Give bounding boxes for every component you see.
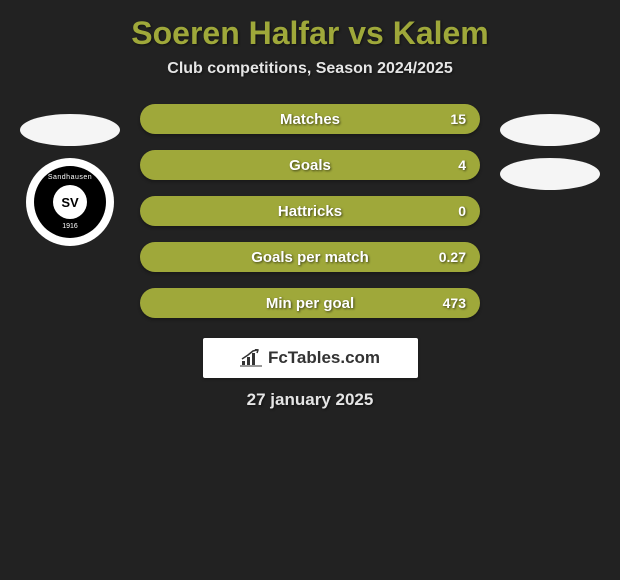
chart-icon <box>240 349 262 367</box>
player-left-column: Sandhausen SV 1916 <box>20 104 120 246</box>
stat-row-goals: Goals 4 <box>140 150 480 180</box>
page-title: Soeren Halfar vs Kalem <box>0 15 620 52</box>
stat-row-matches: Matches 15 <box>140 104 480 134</box>
stats-container: Matches 15 Goals 4 Hattricks 0 Goals per… <box>140 104 480 318</box>
badge-text-bottom: 1916 <box>62 223 78 230</box>
badge-text-top: Sandhausen <box>48 174 92 181</box>
stat-value-right: 473 <box>443 295 466 311</box>
fctables-logo[interactable]: FcTables.com <box>203 338 418 378</box>
stat-value-right: 0 <box>458 203 466 219</box>
stat-label: Goals <box>289 157 331 174</box>
stat-row-hattricks: Hattricks 0 <box>140 196 480 226</box>
logo-text: FcTables.com <box>268 348 380 368</box>
stat-label: Min per goal <box>266 295 354 312</box>
stat-value-right: 15 <box>450 111 466 127</box>
page-subtitle: Club competitions, Season 2024/2025 <box>0 60 620 78</box>
player-right-flag <box>500 114 600 146</box>
player-right-column <box>500 104 600 190</box>
stat-row-goals-per-match: Goals per match 0.27 <box>140 242 480 272</box>
player-left-club-badge: Sandhausen SV 1916 <box>26 158 114 246</box>
stat-row-min-per-goal: Min per goal 473 <box>140 288 480 318</box>
player-right-club-badge <box>500 158 600 190</box>
stat-label: Goals per match <box>251 249 369 266</box>
stat-value-right: 4 <box>458 157 466 173</box>
player-left-flag <box>20 114 120 146</box>
date-text: 27 january 2025 <box>247 390 374 410</box>
stat-label: Hattricks <box>278 203 342 220</box>
badge-center: SV <box>53 185 87 219</box>
stat-value-right: 0.27 <box>439 249 466 265</box>
stat-label: Matches <box>280 111 340 128</box>
